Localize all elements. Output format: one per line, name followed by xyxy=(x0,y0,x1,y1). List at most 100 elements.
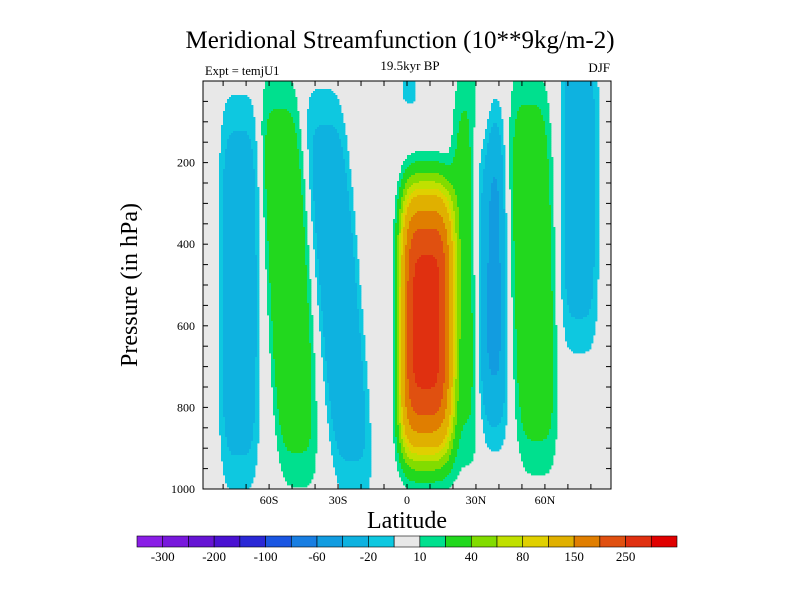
contour-band-segment xyxy=(501,273,506,276)
contour-band-segment xyxy=(223,413,256,416)
contour-band-segment xyxy=(397,417,400,420)
contour-band-segment xyxy=(257,265,260,268)
contour-band-segment xyxy=(485,161,504,164)
contour-band-segment xyxy=(351,219,356,222)
contour-band-segment xyxy=(509,161,514,164)
contour-band-segment xyxy=(399,271,402,274)
contour-band-segment xyxy=(455,369,458,372)
contour-band-segment xyxy=(401,431,404,434)
contour-band-segment xyxy=(479,217,482,220)
contour-band-segment xyxy=(471,277,476,280)
contour-band-segment xyxy=(399,217,402,220)
contour-band-segment xyxy=(221,151,226,154)
contour-band-segment xyxy=(571,349,590,352)
contour-band-segment xyxy=(403,213,408,216)
contour-band-segment xyxy=(551,225,554,228)
contour-band-segment xyxy=(565,203,596,206)
contour-band-segment xyxy=(499,191,504,194)
contour-band-segment xyxy=(413,297,440,300)
contour-band-segment xyxy=(407,281,414,284)
contour-band-segment xyxy=(561,125,566,128)
contour-band-segment xyxy=(551,275,556,278)
contour-band-segment xyxy=(457,353,460,356)
contour-band-segment xyxy=(445,275,450,278)
contour-band-segment xyxy=(479,315,482,318)
contour-band-segment xyxy=(515,283,552,286)
contour-band-segment xyxy=(343,155,350,158)
contour-band-segment xyxy=(455,341,458,344)
contour-band-segment xyxy=(499,247,506,250)
contour-band-segment xyxy=(459,383,474,386)
contour-band-segment xyxy=(481,317,488,320)
contour-band-segment xyxy=(565,167,596,170)
contour-band-segment xyxy=(413,353,440,356)
contour-band-segment xyxy=(403,175,412,178)
contour-band-segment xyxy=(553,359,558,362)
contour-band-segment xyxy=(565,221,596,224)
contour-band-segment xyxy=(401,413,404,416)
contour-band-segment xyxy=(399,371,402,374)
contour-band-segment xyxy=(455,387,460,390)
contour-band-segment xyxy=(313,233,318,236)
contour-band-segment xyxy=(565,245,596,248)
contour-band-segment xyxy=(257,263,260,266)
contour-band-segment xyxy=(595,173,600,176)
contour-band-segment xyxy=(505,369,508,372)
contour-band-segment xyxy=(393,231,396,234)
contour-band-segment xyxy=(219,379,224,382)
contour-band-segment xyxy=(417,211,438,214)
contour-band-segment xyxy=(561,137,566,140)
contour-band-segment xyxy=(271,315,310,318)
contour-band-segment xyxy=(565,251,596,254)
contour-band-segment xyxy=(301,183,306,186)
contour-band-segment xyxy=(325,351,362,354)
contour-band-segment xyxy=(325,401,332,404)
contour-band-segment xyxy=(359,329,364,332)
contour-band-segment xyxy=(325,345,362,348)
contour-band-segment xyxy=(593,275,600,278)
contour-band-segment xyxy=(593,287,598,290)
contour-band-segment xyxy=(405,349,408,352)
contour-band-segment xyxy=(353,241,358,244)
contour-band-segment xyxy=(461,307,472,310)
contour-band-segment xyxy=(479,381,484,384)
contour-band-segment xyxy=(457,145,470,148)
contour-band-segment xyxy=(359,321,364,324)
contour-band-segment xyxy=(515,255,552,258)
contour-band-segment xyxy=(277,401,312,404)
contour-band-segment xyxy=(513,297,516,300)
contour-band-segment xyxy=(499,233,506,236)
contour-band-segment xyxy=(317,281,320,284)
contour-band-segment xyxy=(363,381,368,384)
contour-band-segment xyxy=(393,333,396,336)
contour-band-segment xyxy=(225,149,254,152)
contour-band-segment xyxy=(513,211,552,214)
contour-band-segment xyxy=(393,301,396,304)
contour-band-segment xyxy=(459,215,472,218)
contour-band-segment xyxy=(407,157,454,160)
contour-band-segment xyxy=(549,429,558,432)
contour-band-segment xyxy=(347,173,352,176)
contour-band-segment xyxy=(511,257,516,260)
contour-band-segment xyxy=(561,269,566,272)
contour-band-segment xyxy=(219,375,224,378)
contour-band-segment xyxy=(453,337,456,340)
contour-band-segment xyxy=(473,361,476,364)
contour-band-segment xyxy=(515,297,554,300)
contour-band-segment xyxy=(515,315,554,318)
contour-band-segment xyxy=(395,267,398,270)
contour-band-segment xyxy=(471,401,476,404)
contour-band-segment xyxy=(481,417,488,420)
contour-band-segment xyxy=(479,377,482,380)
contour-band-segment xyxy=(307,111,342,114)
contour-band-segment xyxy=(561,259,566,262)
contour-band-segment xyxy=(263,105,298,108)
contour-band-segment xyxy=(501,263,506,266)
contour-band-segment xyxy=(263,203,268,206)
contour-band-segment xyxy=(517,353,554,356)
contour-band-segment xyxy=(453,427,456,430)
contour-band-segment xyxy=(401,207,404,210)
contour-band-segment xyxy=(453,127,460,130)
contour-band-segment xyxy=(445,409,452,412)
contour-band-segment xyxy=(227,143,252,146)
